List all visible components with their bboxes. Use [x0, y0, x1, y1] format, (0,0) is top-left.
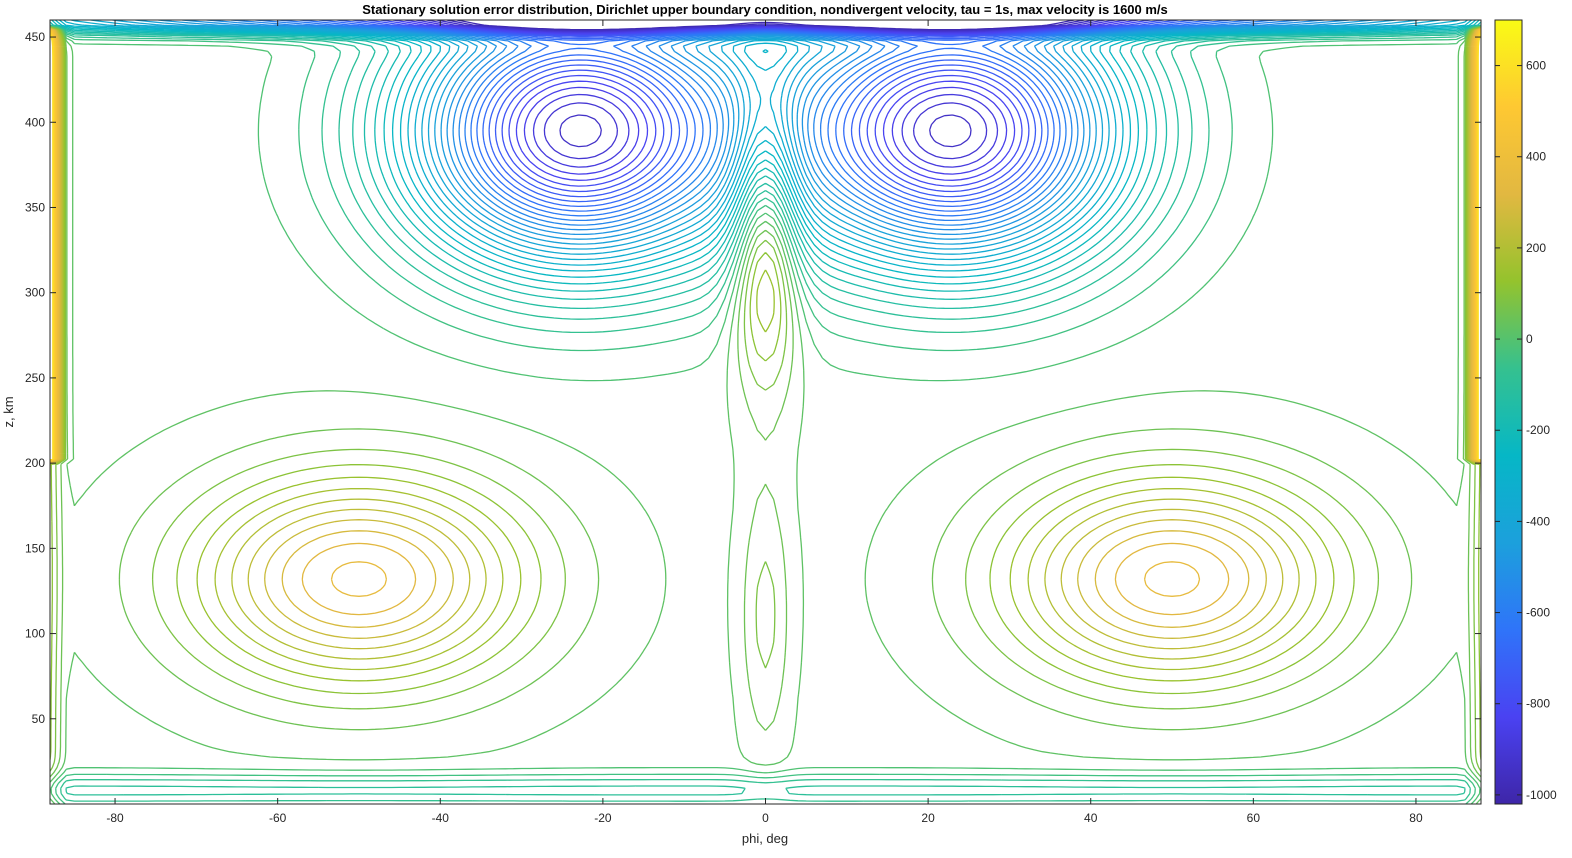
x-tick-label-1: -60: [269, 811, 287, 825]
colorbar-tick-label-0: 600: [1526, 59, 1546, 73]
y-tick-label-3: 200: [25, 456, 45, 470]
contour-level-25: [54, 20, 1477, 278]
x-tick-label-5: 20: [921, 811, 935, 825]
colorbar-tick-label-1: 400: [1526, 150, 1546, 164]
y-tick-label-4: 250: [25, 371, 45, 385]
contour-level-16: [206, 20, 1325, 231]
contour-level-15: [230, 20, 1301, 226]
contour-level-28: [50, 24, 1481, 300]
x-tick-label-3: -20: [594, 811, 612, 825]
chart-title: Stationary solution error distribution, …: [362, 2, 1168, 17]
contour-level-22: [71, 20, 1460, 261]
contour-level-19: [134, 20, 1397, 245]
contour-level-24: [58, 20, 1473, 272]
contour-level-17: [182, 20, 1349, 236]
y-axis-label: z, km: [1, 396, 16, 427]
contour-level-33: [50, 25, 1481, 804]
contour-level-41: [50, 27, 1481, 650]
contour-level-6: [392, 20, 1139, 181]
contour-level-11: [319, 20, 1212, 208]
y-tick-label-5: 300: [25, 286, 45, 300]
contour-level-45: [50, 28, 1481, 597]
x-tick-label-8: 80: [1409, 811, 1423, 825]
contour-level-26: [51, 20, 1480, 285]
contour-level-43: [50, 27, 1481, 628]
contour-level-18: [158, 20, 1373, 240]
contour-level-36: [50, 26, 1481, 772]
colorbar-tick-label-7: -800: [1526, 697, 1550, 711]
contour-level-21: [90, 20, 1441, 255]
x-axis-label: phi, deg: [742, 831, 788, 846]
colorbar-tick-label-8: -1000: [1526, 788, 1557, 802]
contour-level-27: [50, 21, 1481, 292]
contour-level-30: [50, 25, 1481, 796]
contour-level-32: [50, 25, 1481, 804]
x-tick-label-6: 40: [1084, 811, 1098, 825]
colorbar-tick-label-6: -600: [1526, 606, 1550, 620]
colorbar-tick-label-3: 0: [1526, 332, 1533, 346]
contour-level-44: [50, 28, 1481, 616]
contour-level-46: [50, 28, 1481, 463]
y-tick-label-2: 150: [25, 541, 45, 555]
contour-level-31: [50, 25, 1481, 802]
contour-level-13: [278, 20, 1253, 217]
contour-level-37: [50, 26, 1481, 760]
contour-level-12: [299, 20, 1232, 212]
colorbar-tick-label-4: -200: [1526, 423, 1550, 437]
contour-level-8: [367, 20, 1164, 193]
x-tick-label-7: 60: [1247, 811, 1261, 825]
x-tick-label-0: -80: [106, 811, 124, 825]
contour-level-38: [50, 26, 1481, 682]
contour-lines: [50, 20, 1481, 804]
contour-level-4: [415, 20, 1116, 168]
contour-level-10: [336, 20, 1195, 203]
colorbar-tick-label-2: 200: [1526, 241, 1546, 255]
contour-level-42: [50, 27, 1481, 639]
colorbar-ticks: 600 400 200 0 -200 -400 -600 -800 -1000: [1495, 59, 1557, 802]
contour-level-35: [50, 26, 1481, 804]
contour-level-53: [50, 33, 1481, 461]
contour-level-40: [50, 27, 1481, 660]
axis-ticks: -80 -60 -40 -20 0 20 40 60 80 50 100 150 200 250 300 35…: [25, 20, 1481, 825]
contour-level-34: [50, 25, 1481, 804]
y-tick-label-8: 450: [25, 30, 45, 44]
contour-level-29: [50, 24, 1481, 310]
y-tick-label-6: 350: [25, 200, 45, 214]
y-tick-label-7: 400: [25, 115, 45, 129]
contour-level-39: [50, 27, 1481, 671]
contour-level-14: [255, 20, 1276, 222]
plot-frame: [49, 19, 1482, 805]
y-tick-label-0: 50: [32, 712, 46, 726]
y-tick-label-1: 100: [25, 627, 45, 641]
x-tick-label-4: 0: [762, 811, 769, 825]
colorbar-tick-label-5: -400: [1526, 514, 1550, 528]
x-tick-label-2: -40: [432, 811, 450, 825]
contour-level-23: [63, 20, 1468, 266]
colorbar: [1494, 19, 1523, 805]
contour-level-20: [112, 20, 1419, 250]
